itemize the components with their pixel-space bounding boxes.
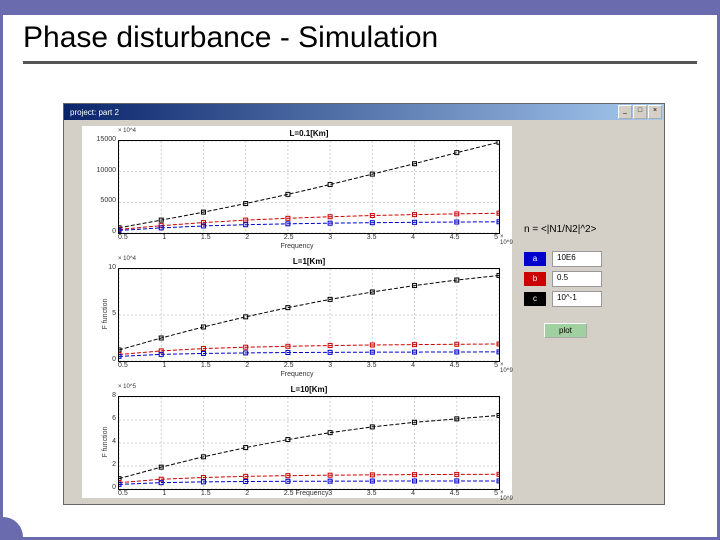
param-label-a: a xyxy=(524,252,546,266)
yexp-1: × 10^4 xyxy=(118,128,136,134)
subplot-2-svg xyxy=(119,269,499,361)
window-title: project: part 2 xyxy=(66,108,119,117)
subplot-2-title: L=1[Km] xyxy=(293,257,325,266)
title-accent-bar xyxy=(3,3,717,15)
param-label-c: c xyxy=(524,292,546,306)
xticks-2: 0.511.522.533.544.55 xyxy=(118,362,498,369)
param-row-b: b 0.5 xyxy=(524,271,654,287)
param-input-c[interactable]: 10^-1 xyxy=(552,291,602,307)
param-input-b[interactable]: 0.5 xyxy=(552,271,602,287)
xexp-2: × 10^9 xyxy=(500,362,513,374)
subplot-2: L=1[Km] xyxy=(118,268,500,362)
param-input-a[interactable]: 10E6 xyxy=(552,251,602,267)
param-row-a: a 10E6 xyxy=(524,251,654,267)
param-label-b: b xyxy=(524,272,546,286)
subplot-1-title: L=0.1[Km] xyxy=(290,129,329,138)
yexp-2: × 10^4 xyxy=(118,256,136,262)
control-panel: n = <|N1/N2|^2> a 10E6 b 0.5 c 10^-1 plo… xyxy=(524,224,654,338)
subplot-1: L=0.1[Km] xyxy=(118,140,500,234)
slide-title: Phase disturbance - Simulation xyxy=(3,15,717,55)
yticks-1: 050001000015000 xyxy=(92,140,116,232)
xlabel-2: Frequency xyxy=(280,371,313,378)
subplot-1-svg xyxy=(119,141,499,233)
slide-frame: Phase disturbance - Simulation project: … xyxy=(0,0,720,540)
close-button[interactable]: × xyxy=(648,105,662,119)
window-titlebar[interactable]: project: part 2 _ □ × xyxy=(64,104,664,120)
param-row-c: c 10^-1 xyxy=(524,291,654,307)
simulation-window: project: part 2 _ □ × L=0.1[Km] 05000100… xyxy=(63,103,665,505)
chart-panel: L=0.1[Km] 050001000015000 0.511.522.533.… xyxy=(82,126,512,498)
params-container: a 10E6 b 0.5 c 10^-1 xyxy=(524,251,654,307)
xticks-1: 0.511.522.533.544.55 xyxy=(118,234,498,241)
formula-text: n = <|N1/N2|^2> xyxy=(524,224,654,235)
maximize-button[interactable]: □ xyxy=(633,105,647,119)
xexp-3: × 10^9 xyxy=(500,490,513,502)
yticks-2: 0510 xyxy=(92,268,116,360)
xexp-1: × 10^9 xyxy=(500,234,513,246)
subplot-3-svg xyxy=(119,397,499,489)
subplot-3: L=10[Km] xyxy=(118,396,500,490)
window-buttons: _ □ × xyxy=(618,105,662,119)
minimize-button[interactable]: _ xyxy=(618,105,632,119)
xlabel-3: Frequency xyxy=(295,490,328,497)
yexp-3: × 10^5 xyxy=(118,384,136,390)
content-area: project: part 2 _ □ × L=0.1[Km] 05000100… xyxy=(23,93,697,517)
corner-decoration xyxy=(3,517,23,537)
plot-button[interactable]: plot xyxy=(544,323,587,338)
title-underline xyxy=(23,61,697,64)
xlabel-1: Frequency xyxy=(280,243,313,250)
subplot-3-title: L=10[Km] xyxy=(291,385,328,394)
yticks-3: 02468 xyxy=(92,396,116,488)
